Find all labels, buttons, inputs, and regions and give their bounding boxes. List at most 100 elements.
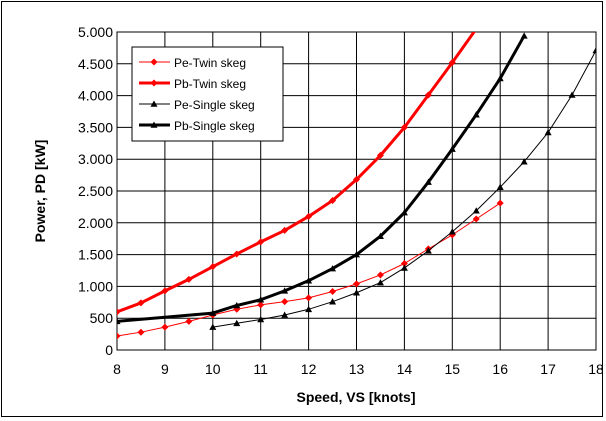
data-point (137, 299, 145, 307)
data-point (520, 32, 528, 39)
data-point (568, 91, 576, 98)
data-point (472, 215, 480, 223)
data-point (305, 277, 313, 284)
y-tick-label: 2.500 (78, 183, 113, 199)
legend: Pe-Twin skeg Pb-Twin skeg Pe-Single skeg Pb… (131, 46, 284, 142)
data-point (400, 264, 408, 271)
data-point (117, 317, 121, 325)
data-point (376, 279, 384, 286)
data-point (400, 209, 408, 216)
x-tick-label: 13 (349, 361, 365, 377)
data-point (185, 317, 193, 325)
data-point (424, 247, 432, 254)
x-tick-label: 9 (161, 361, 169, 377)
data-point (376, 151, 384, 159)
data-point (233, 301, 241, 309)
data-point (353, 251, 360, 258)
legend-label: Pe-Twin skeg (174, 56, 246, 70)
data-point (281, 287, 289, 294)
data-point (209, 309, 217, 316)
data-point (150, 100, 158, 107)
y-tick-label: 4.500 (78, 56, 113, 72)
data-point (305, 294, 313, 302)
data-point (544, 128, 552, 136)
legend-item: Pe-Twin skeg (139, 56, 246, 70)
x-tick-label: 10 (205, 361, 221, 377)
data-point (496, 74, 504, 82)
y-tick-labels: 0 500 1.000 1.500 2.000 2.500 3.000 3.500 4.000 4… (78, 24, 113, 358)
data-point (376, 232, 384, 239)
data-point (472, 207, 480, 214)
data-point (520, 158, 528, 165)
y-tick-label: 5.000 (78, 24, 113, 40)
y-tick-label: 3.500 (78, 119, 113, 135)
data-point (353, 176, 360, 184)
data-point (329, 265, 337, 272)
data-point (448, 145, 456, 152)
y-tick-label: 3.000 (78, 151, 113, 167)
x-tick-labels: 8 9 10 11 12 13 14 15 16 17 18 (113, 361, 604, 377)
y-axis-label: Power, PD [kW] (32, 140, 48, 243)
series-line (117, 32, 476, 314)
x-tick-label: 15 (445, 361, 461, 377)
y-tick-label: 4.000 (78, 88, 113, 104)
data-point (353, 280, 360, 288)
data-point (257, 238, 265, 246)
legend-label: Pe-Single skeg (174, 98, 255, 112)
x-tick-label: 17 (540, 361, 556, 377)
data-point (448, 228, 456, 235)
data-point (281, 226, 289, 234)
x-tick-label: 8 (113, 361, 121, 377)
data-point (281, 311, 289, 318)
y-tick-label: 500 (90, 310, 114, 326)
data-point (424, 178, 432, 185)
y-tick-label: 0 (105, 342, 113, 358)
data-point (233, 250, 241, 258)
data-point (150, 58, 158, 66)
data-point (329, 287, 337, 295)
data-point (209, 323, 217, 330)
data-point (150, 79, 158, 87)
data-point (281, 298, 289, 306)
data-point (305, 305, 313, 313)
legend-item: Pe-Single skeg (139, 98, 255, 112)
x-tick-label: 12 (301, 361, 317, 377)
series-pb-twin-skeg (117, 32, 477, 316)
chart-svg: 8 9 10 11 12 13 14 15 16 17 18 0 500 1.000 1.500 2.000… (32, 24, 604, 405)
data-point (161, 287, 169, 295)
plot-border (116, 31, 597, 351)
data-point (353, 289, 360, 296)
data-point (150, 121, 158, 128)
legend-item: Pb-Single skeg (139, 119, 255, 133)
data-point (305, 212, 313, 220)
y-tick-label: 1.500 (78, 247, 113, 263)
data-point (137, 328, 145, 336)
data-point (257, 301, 265, 309)
data-point (117, 308, 121, 316)
data-point (257, 315, 265, 323)
series-pe-single-skeg (209, 46, 596, 330)
data-point (472, 111, 480, 118)
data-point (117, 332, 121, 340)
data-point (400, 123, 408, 131)
data-point (329, 197, 337, 205)
data-point (185, 275, 193, 283)
data-point (592, 46, 596, 54)
y-tick-label: 2.000 (78, 215, 113, 231)
x-tick-label: 18 (588, 361, 602, 377)
legend-label: Pb-Single skeg (174, 119, 255, 133)
data-point (475, 32, 477, 33)
x-tick-label: 11 (253, 361, 268, 377)
data-point (329, 298, 337, 305)
legend-item: Pb-Twin skeg (139, 77, 246, 91)
x-tick-label: 16 (492, 361, 508, 377)
legend-label: Pb-Twin skeg (174, 77, 246, 91)
data-point (257, 296, 265, 303)
x-tick-label: 14 (397, 361, 413, 377)
y-tick-label: 1.000 (78, 278, 113, 294)
data-point (233, 319, 241, 327)
data-point (209, 263, 217, 271)
data-point (161, 323, 169, 331)
data-point (496, 183, 504, 190)
